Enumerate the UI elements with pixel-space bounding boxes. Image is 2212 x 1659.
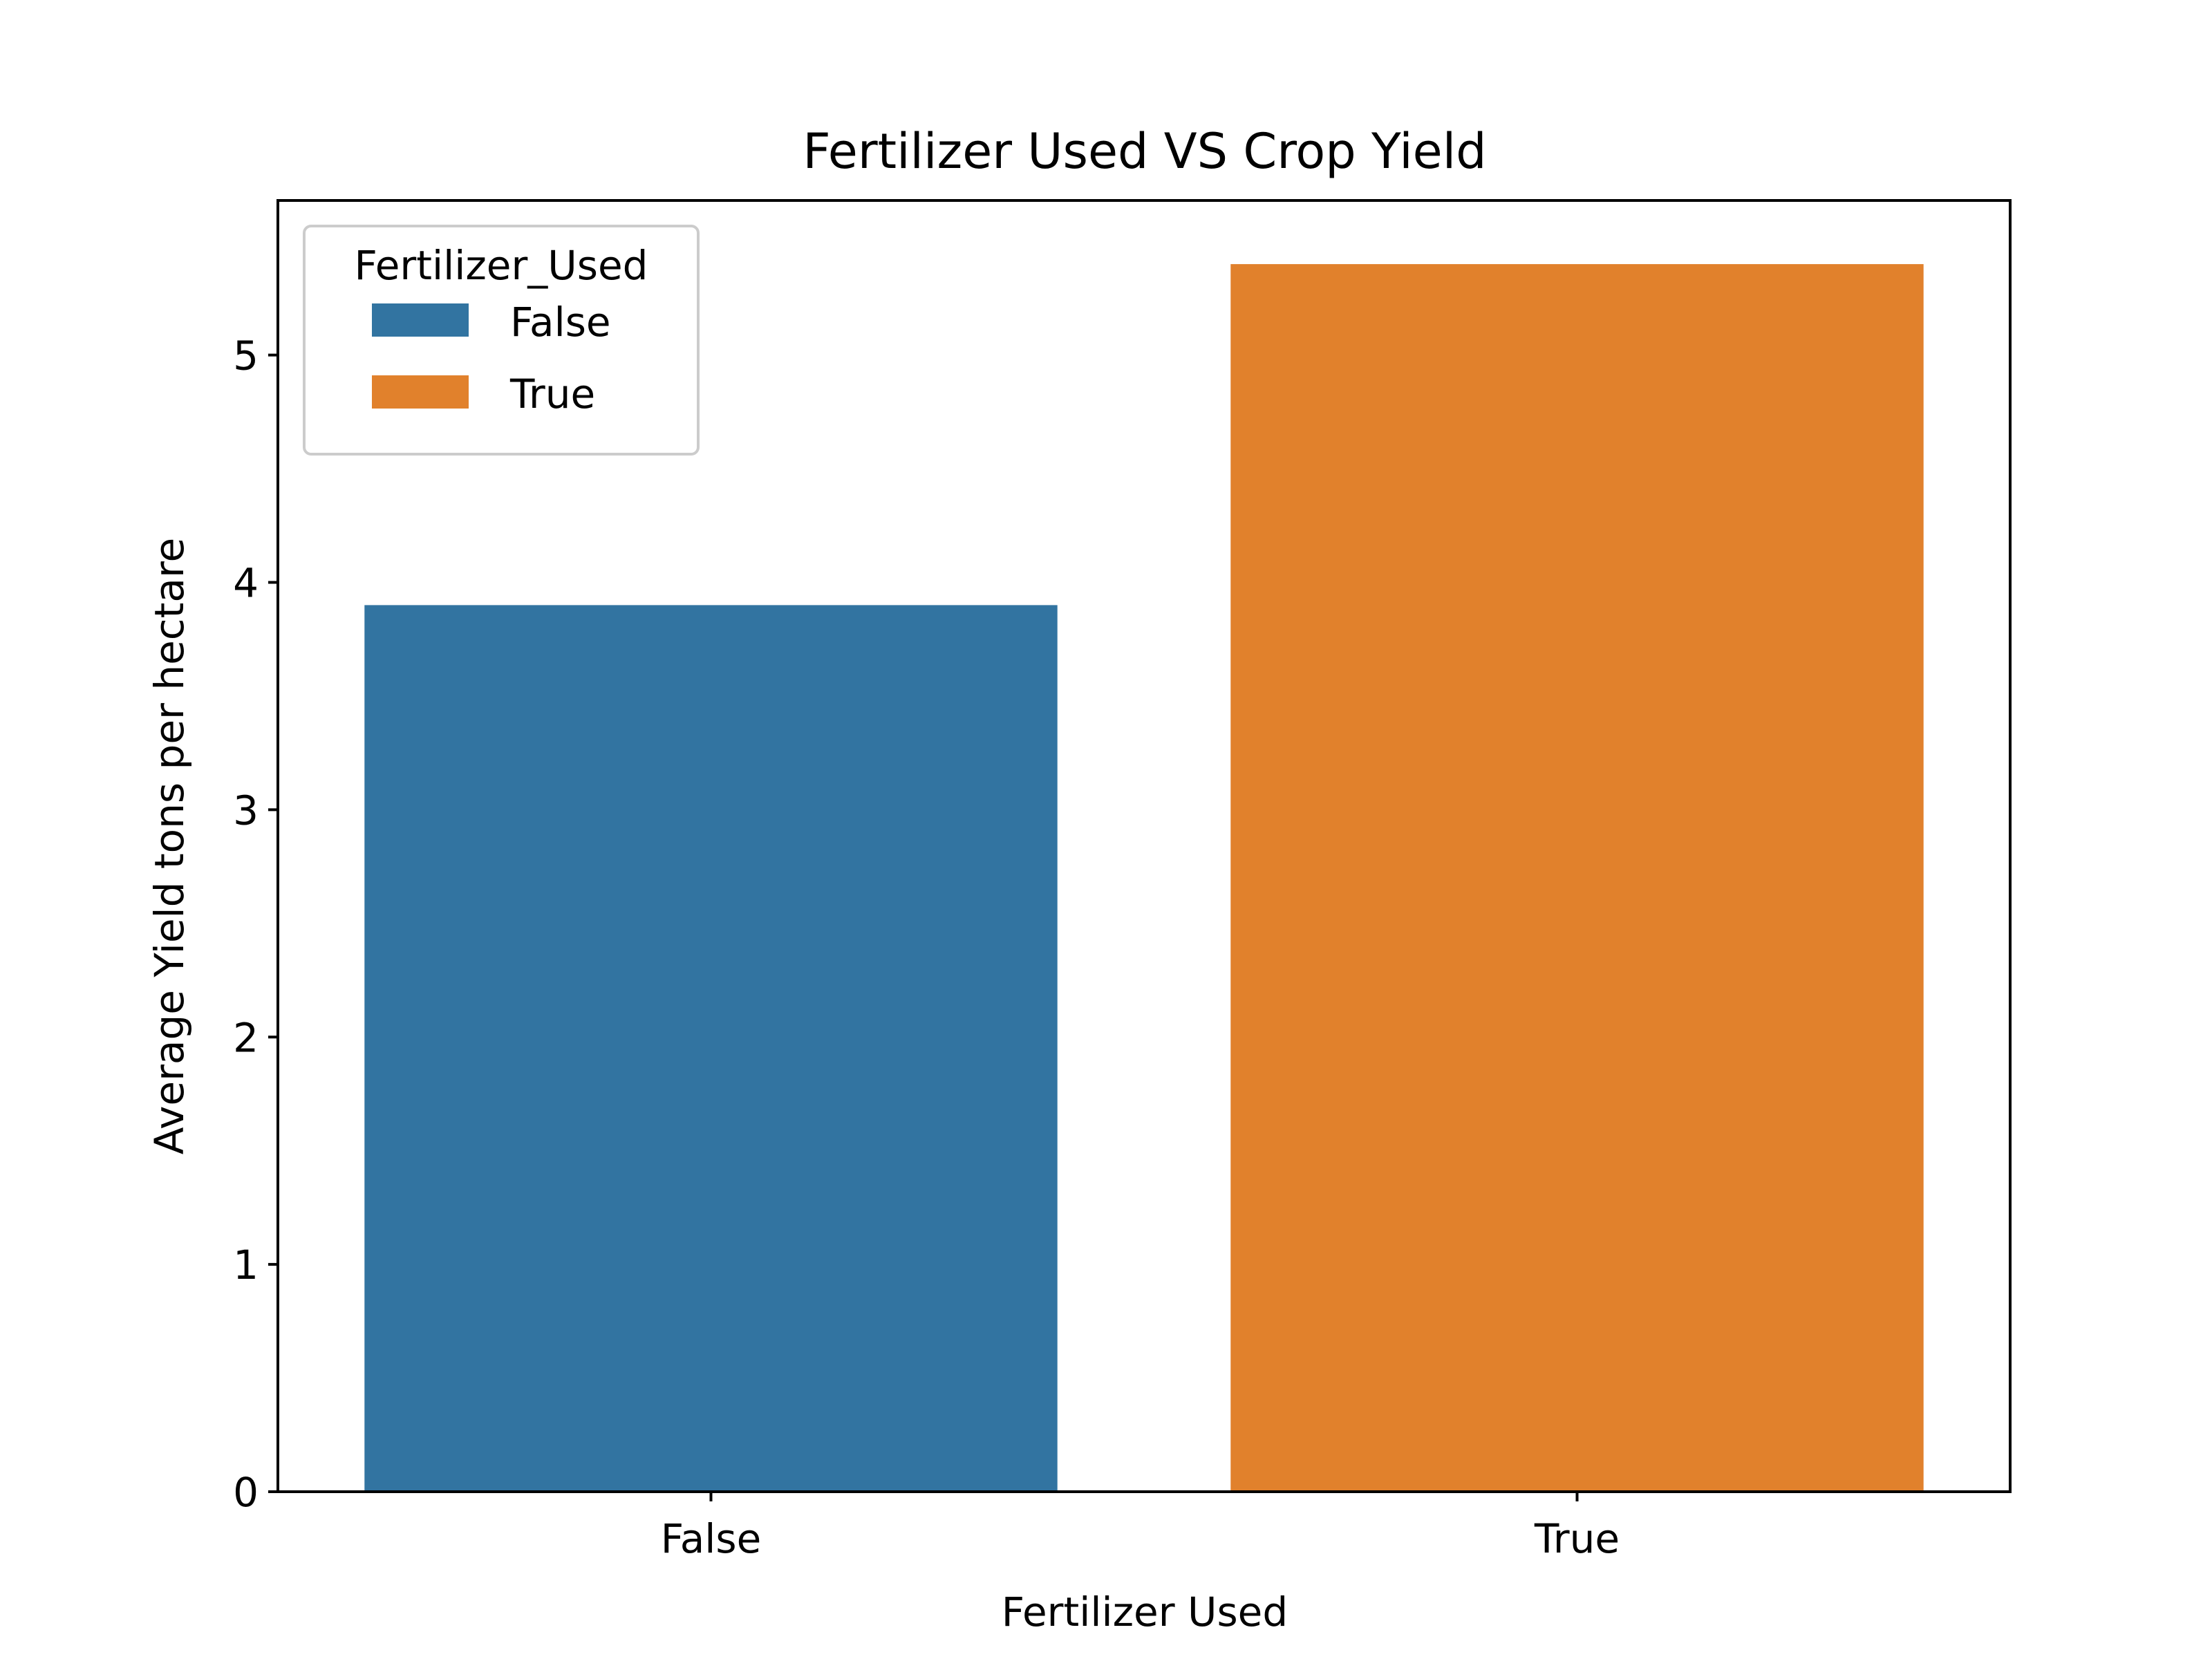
plot-area-frame (276, 199, 2012, 1493)
x-axis-ticks: False True (661, 1492, 1620, 1562)
chart-title: Fertilizer Used VS Crop Yield (803, 123, 1486, 180)
y-tick-label: 5 (233, 332, 259, 379)
bars-layer (364, 264, 1924, 1492)
legend-title: Fertilizer_Used (355, 242, 648, 289)
legend-swatch (372, 375, 469, 409)
y-axis-label: Average Yield tons per hectare (146, 538, 193, 1154)
legend: Fertilizer_Used False True (303, 225, 700, 456)
y-tick-label: 4 (233, 560, 259, 607)
bar-false (364, 605, 1058, 1492)
legend-entries: False True (372, 299, 611, 418)
legend-swatch (372, 303, 469, 337)
bar-true (1230, 264, 1924, 1492)
x-axis-label: Fertilizer Used (1002, 1588, 1288, 1635)
y-tick-label: 0 (233, 1469, 259, 1516)
y-axis-ticks: 0 1 2 3 4 5 (233, 332, 278, 1516)
y-tick-label: 2 (233, 1014, 259, 1061)
y-tick-label: 1 (233, 1241, 259, 1288)
x-tick-label: False (661, 1515, 762, 1562)
legend-label: False (510, 299, 611, 346)
legend-label: True (509, 371, 595, 418)
x-tick-label: True (1534, 1515, 1620, 1562)
y-tick-label: 3 (233, 787, 259, 834)
